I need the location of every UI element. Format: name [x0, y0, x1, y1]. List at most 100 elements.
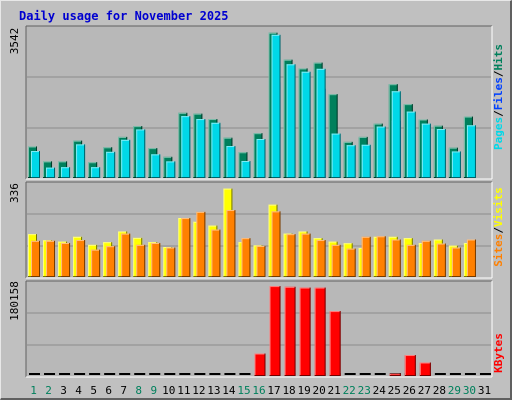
- sites-bar: [391, 239, 401, 277]
- kbytes-baseline-mark: [434, 373, 446, 375]
- pages-bar: [346, 145, 356, 178]
- day-tick-label: 7: [120, 384, 127, 397]
- sites-bar: [451, 247, 461, 277]
- pages-bar: [46, 167, 56, 178]
- pages-bar: [451, 151, 461, 178]
- sites-bar: [31, 240, 40, 277]
- day-tick-label: 17: [267, 384, 280, 397]
- day-tick-label: 15: [237, 384, 250, 397]
- sites-legend: Sites/Visits: [492, 187, 505, 267]
- pages-bar: [391, 91, 401, 178]
- sites-bar: [226, 210, 236, 277]
- kbytes-baseline-mark: [164, 373, 176, 375]
- sites-bar: [121, 233, 131, 277]
- day-tick-label: 20: [313, 384, 326, 397]
- kbytes-baseline-mark: [179, 373, 191, 375]
- pages-bar: [286, 64, 296, 178]
- sites-bar: [331, 244, 341, 277]
- day-tick-label: 3: [60, 384, 67, 397]
- day-tick-label: 10: [162, 384, 175, 397]
- hits-ymax-label: 3542: [8, 28, 21, 55]
- kbytes-baseline-mark: [149, 373, 161, 375]
- sites-bar: [196, 211, 206, 277]
- pages-bar: [151, 154, 161, 178]
- pages-bar: [406, 111, 416, 178]
- sites-bar: [286, 234, 296, 277]
- kbytes-baseline-mark: [134, 373, 146, 375]
- graph-title: Daily usage for November 2025: [19, 9, 229, 23]
- legend-entry: Sites: [492, 234, 505, 267]
- sites-bar: [136, 244, 146, 277]
- sites-bar: [61, 242, 71, 277]
- legend-entry: KBytes: [492, 333, 505, 373]
- day-tick-label: 26: [403, 384, 416, 397]
- pages-bar: [136, 129, 146, 178]
- pages-bar: [196, 119, 206, 178]
- kbytes-baseline-mark: [104, 373, 116, 375]
- kbytes-baseline-mark: [119, 373, 131, 375]
- pages-bar: [271, 34, 281, 179]
- sites-bar: [211, 229, 221, 277]
- day-tick-label: 22: [343, 384, 356, 397]
- day-tick-label: 28: [433, 384, 446, 397]
- sites-bar: [376, 236, 386, 277]
- sites-bar: [46, 240, 56, 277]
- kbytes-ymax-label: 180158: [8, 281, 21, 321]
- kbytes-bar: [254, 353, 266, 376]
- day-tick-label: 14: [222, 384, 236, 397]
- sites-ymax-label: 336: [8, 183, 21, 203]
- pages-bar: [166, 161, 176, 178]
- sites-bar: [241, 238, 251, 277]
- legend-entry: Hits: [492, 44, 505, 71]
- legend-entry: /: [492, 227, 505, 234]
- legend-entry: Pages: [492, 117, 505, 150]
- pages-bar: [181, 116, 191, 178]
- day-tick-label: 24: [373, 384, 387, 397]
- day-tick-label: 16: [252, 384, 265, 397]
- pages-bar: [466, 125, 476, 178]
- kbytes-baseline-mark: [44, 373, 56, 375]
- kbytes-baseline-mark: [239, 373, 251, 375]
- kbytes-baseline-mark: [29, 373, 40, 375]
- sites-bar: [166, 247, 176, 277]
- kbytes-baseline-mark: [479, 373, 491, 375]
- kbytes-baseline-mark: [359, 373, 371, 375]
- pages-bar: [121, 139, 131, 178]
- legend-entry: /: [492, 70, 505, 77]
- pages-bar: [376, 126, 386, 178]
- sites-bar: [466, 239, 476, 277]
- sites-bar: [181, 218, 191, 277]
- sites-bar: [361, 236, 371, 277]
- kbytes-bar: [284, 286, 296, 376]
- kbytes-bar: [404, 355, 416, 376]
- day-tick-label: 13: [207, 384, 220, 397]
- kbytes-bar: [314, 287, 326, 376]
- day-tick-label: 2: [45, 384, 52, 397]
- kbytes-bar: [299, 287, 311, 376]
- kbytes-baseline-mark: [464, 373, 476, 375]
- pages-bar: [211, 122, 221, 178]
- day-tick-label: 23: [358, 384, 371, 397]
- day-tick-label: 27: [418, 384, 431, 397]
- kbytes-baseline-mark: [194, 373, 206, 375]
- day-tick-label: 4: [75, 384, 82, 397]
- day-tick-label: 8: [135, 384, 142, 397]
- pages-bar: [91, 167, 101, 178]
- sites-bar: [271, 211, 281, 277]
- day-tick-label: 12: [192, 384, 205, 397]
- day-tick-label: 1: [30, 384, 37, 397]
- day-tick-label: 29: [448, 384, 461, 397]
- day-tick-label: 11: [177, 384, 190, 397]
- pages-bar: [301, 71, 311, 178]
- sites-bar: [91, 249, 101, 277]
- day-tick-label: 30: [463, 384, 476, 397]
- legend-entry: /: [492, 110, 505, 117]
- legend-entry: Files: [492, 77, 505, 110]
- kbytes-bar: [389, 373, 401, 376]
- sites-bar: [76, 240, 86, 277]
- day-tick-label: 25: [388, 384, 401, 397]
- pages-bar: [76, 144, 86, 178]
- kbytes-baseline-mark: [74, 373, 86, 375]
- sites-bar: [316, 240, 326, 277]
- kbytes-baseline-mark: [374, 373, 386, 375]
